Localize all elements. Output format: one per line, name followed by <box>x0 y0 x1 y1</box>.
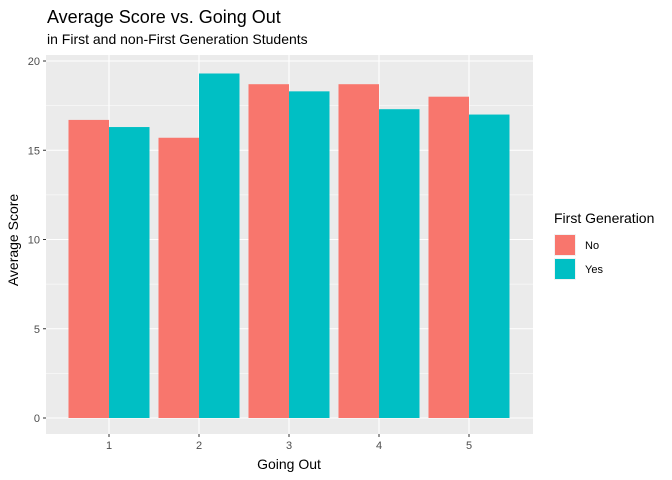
x-tick-label: 5 <box>466 440 472 452</box>
x-tick-label: 2 <box>196 440 202 452</box>
y-tick-label: 5 <box>34 324 40 336</box>
legend-items: No Yes <box>554 234 603 280</box>
bar-no-4 <box>338 84 379 418</box>
bar-yes-2 <box>199 73 240 419</box>
bar-yes-4 <box>379 109 420 418</box>
y-tick-label: 15 <box>28 145 40 157</box>
y-tick-label: 10 <box>28 235 40 247</box>
y-tick-label: 20 <box>28 56 40 68</box>
x-tick-label: 4 <box>376 440 382 452</box>
legend-title: First Generation <box>554 210 654 226</box>
bar-no-5 <box>428 96 469 418</box>
x-axis-ticks: 1 2 3 4 5 <box>106 434 472 452</box>
y-tick-label: 0 <box>34 413 40 425</box>
legend-swatch-yes <box>555 259 575 279</box>
chart-title: Average Score vs. Going Out <box>47 7 281 27</box>
chart-subtitle: in First and non-First Generation Studen… <box>47 31 308 47</box>
bar-no-3 <box>248 84 289 418</box>
bar-no-1 <box>68 119 109 418</box>
bar-yes-5 <box>469 114 510 419</box>
y-axis-title: Average Score <box>5 194 21 287</box>
legend-swatch-no <box>555 235 575 255</box>
legend: First Generation No Yes <box>554 210 654 280</box>
y-axis-ticks: 0 5 10 15 20 <box>28 56 46 425</box>
bar-yes-3 <box>289 91 330 418</box>
x-tick-label: 1 <box>106 440 112 452</box>
bar-marks <box>68 73 510 419</box>
legend-label-no: No <box>585 240 599 252</box>
x-axis-title: Going Out <box>257 456 321 472</box>
bar-yes-1 <box>109 127 150 419</box>
bar-no-2 <box>158 137 199 418</box>
x-tick-label: 3 <box>286 440 292 452</box>
legend-label-yes: Yes <box>585 264 603 276</box>
